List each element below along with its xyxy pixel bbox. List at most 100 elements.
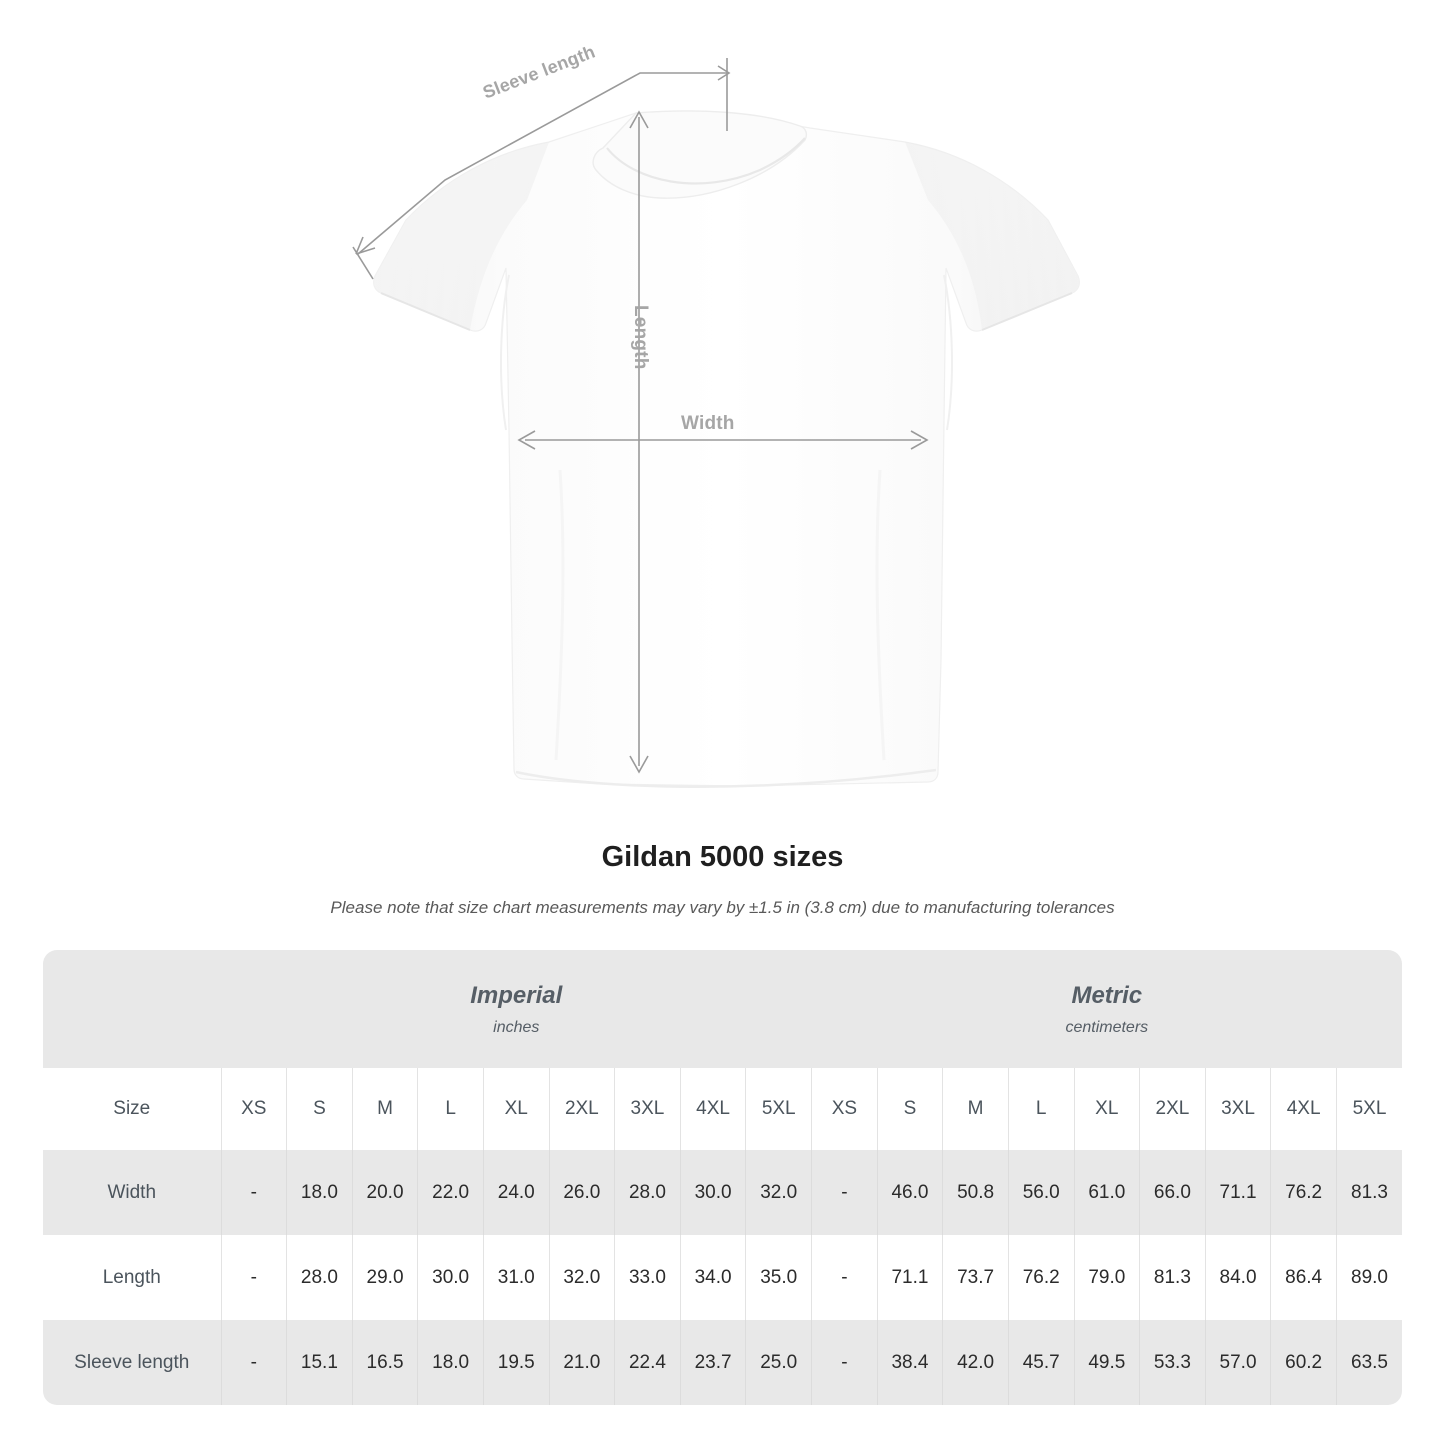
size-column-header-4xl: 4XL (1270, 1068, 1337, 1150)
cell-metric: 79.0 (1073, 1235, 1140, 1320)
page-title: Gildan 5000 sizes (601, 841, 844, 873)
sleeve-arrowhead-left (355, 236, 376, 255)
cell-imperial: 30.0 (679, 1150, 746, 1235)
size-column-header-3xl: 3XL (614, 1068, 681, 1150)
sleeve-length-dimension (352, 58, 731, 280)
cell-metric: 42.0 (942, 1320, 1009, 1405)
cell-imperial: 32.0 (548, 1235, 615, 1320)
cell-metric: - (811, 1235, 878, 1320)
size-column-header-xl: XL (1073, 1068, 1140, 1150)
cell-metric: 76.2 (1270, 1150, 1337, 1235)
size-column-header-s: S (286, 1068, 353, 1150)
cell-imperial: 32.0 (745, 1150, 812, 1235)
fabric-fold (875, 469, 886, 761)
chart-heading: Gildan 5000 sizes Please note that size … (0, 840, 1445, 919)
tshirt-silhouette (373, 110, 1080, 788)
cell-metric: 76.2 (1007, 1235, 1074, 1320)
size-header-label: Size (43, 1068, 221, 1150)
tshirt-collar (592, 110, 808, 199)
size-column-header-m: M (942, 1068, 1009, 1150)
width-arrowhead-right (910, 430, 929, 450)
cell-imperial: 35.0 (745, 1235, 812, 1320)
cell-imperial: 30.0 (417, 1235, 484, 1320)
size-chart-table: Imperial inches Metric centimeters Size XS S M L… (43, 950, 1403, 1405)
cell-metric: 60.2 (1270, 1320, 1337, 1405)
fabric-fold (554, 469, 565, 761)
cell-metric: 84.0 (1204, 1235, 1271, 1320)
sleeve-arrowhead-right (717, 65, 731, 81)
table-row: Length -28.0 29.0 30.0 31.0 32.0 33.0 34.0 35.0-… (43, 1235, 1403, 1320)
size-column-header-m: M (351, 1068, 418, 1150)
tolerance-note: Please note that size chart measurements… (330, 897, 1115, 917)
size-column-header-4xl: 4XL (679, 1068, 746, 1150)
cell-metric: 71.1 (876, 1235, 943, 1320)
tshirt-right-sleeve (905, 142, 1080, 330)
length-dimension (629, 110, 649, 774)
system-name: Imperial (470, 981, 563, 1009)
cell-imperial: 16.5 (351, 1320, 418, 1405)
cell-metric: 89.0 (1335, 1235, 1403, 1320)
cell-imperial: 20.0 (351, 1150, 418, 1235)
size-column-header-l: L (417, 1068, 484, 1150)
cell-imperial: 29.0 (351, 1235, 418, 1320)
tshirt-diagram: Sleeve length Length Width (352, 41, 1080, 788)
system-unit: centimeters (1065, 1018, 1149, 1036)
size-header-row: Size XS S M L XL 2XL 3XL 4XL 5XL XS S M L XL 2XL 3XL 4XL 5… (43, 1068, 1403, 1150)
cell-metric: 63.5 (1335, 1320, 1403, 1405)
cell-metric: 81.3 (1139, 1235, 1206, 1320)
length-arrowhead-bottom (629, 755, 649, 774)
cell-metric: 49.5 (1073, 1320, 1140, 1405)
width-dimension (517, 430, 929, 450)
system-header-row: Imperial inches Metric centimeters (43, 950, 1403, 1068)
left-sleeve-hem (380, 292, 471, 331)
length-arrowhead-top (629, 110, 649, 129)
row-label: Length (43, 1235, 221, 1320)
table-row: Sleeve length -15.1 16.5 18.0 19.5 21.0 22.4 23… (43, 1320, 1403, 1405)
cell-imperial: 28.0 (286, 1235, 353, 1320)
size-column-header-5xl: 5XL (745, 1068, 812, 1150)
left-armhole-seam (500, 274, 510, 431)
cell-imperial: - (220, 1320, 287, 1405)
cell-imperial: 25.0 (745, 1320, 812, 1405)
cell-metric: 66.0 (1139, 1150, 1206, 1235)
cell-metric: 56.0 (1007, 1150, 1074, 1235)
size-column-header-xs: XS (220, 1068, 287, 1150)
size-column-header-xs: XS (811, 1068, 878, 1150)
system-unit: inches (493, 1018, 540, 1036)
cell-imperial: 26.0 (548, 1150, 615, 1235)
cell-imperial: 23.7 (679, 1320, 746, 1405)
cell-metric: - (811, 1320, 878, 1405)
cell-imperial: 31.0 (482, 1235, 550, 1320)
length-label: Length (630, 305, 651, 370)
row-label: Width (43, 1150, 221, 1235)
cell-imperial: 33.0 (614, 1235, 681, 1320)
size-column-header-5xl: 5XL (1335, 1068, 1403, 1150)
cell-metric: 38.4 (876, 1320, 943, 1405)
cell-metric: 86.4 (1270, 1235, 1337, 1320)
cell-metric: 46.0 (876, 1150, 943, 1235)
cell-metric: 50.8 (942, 1150, 1009, 1235)
size-column-header-xl: XL (482, 1068, 550, 1150)
size-column-header-3xl: 3XL (1204, 1068, 1271, 1150)
cell-imperial: 22.0 (417, 1150, 484, 1235)
measurement-annotations (352, 58, 929, 774)
size-column-header-2xl: 2XL (1139, 1068, 1206, 1150)
system-header-metric: Metric centimeters (811, 950, 1403, 1068)
cell-imperial: - (220, 1150, 287, 1235)
size-column-header-s: S (876, 1068, 943, 1150)
width-arrowhead-left (517, 430, 536, 450)
size-column-header-2xl: 2XL (548, 1068, 615, 1150)
system-header-imperial: Imperial inches (221, 950, 812, 1068)
sleeve-cuff-tick (352, 246, 374, 280)
cell-imperial: 34.0 (679, 1235, 746, 1320)
size-column-header-l: L (1007, 1068, 1074, 1150)
cell-imperial: 24.0 (482, 1150, 550, 1235)
cell-metric: 53.3 (1139, 1320, 1206, 1405)
width-label: Width (681, 413, 735, 434)
cell-imperial: 22.4 (614, 1320, 681, 1405)
size-chart-table-wrapper: Imperial inches Metric centimeters Size XS S M L… (43, 950, 1403, 1405)
system-header-spacer (43, 950, 221, 1068)
cell-imperial: 15.1 (286, 1320, 353, 1405)
cell-imperial: 18.0 (417, 1320, 484, 1405)
